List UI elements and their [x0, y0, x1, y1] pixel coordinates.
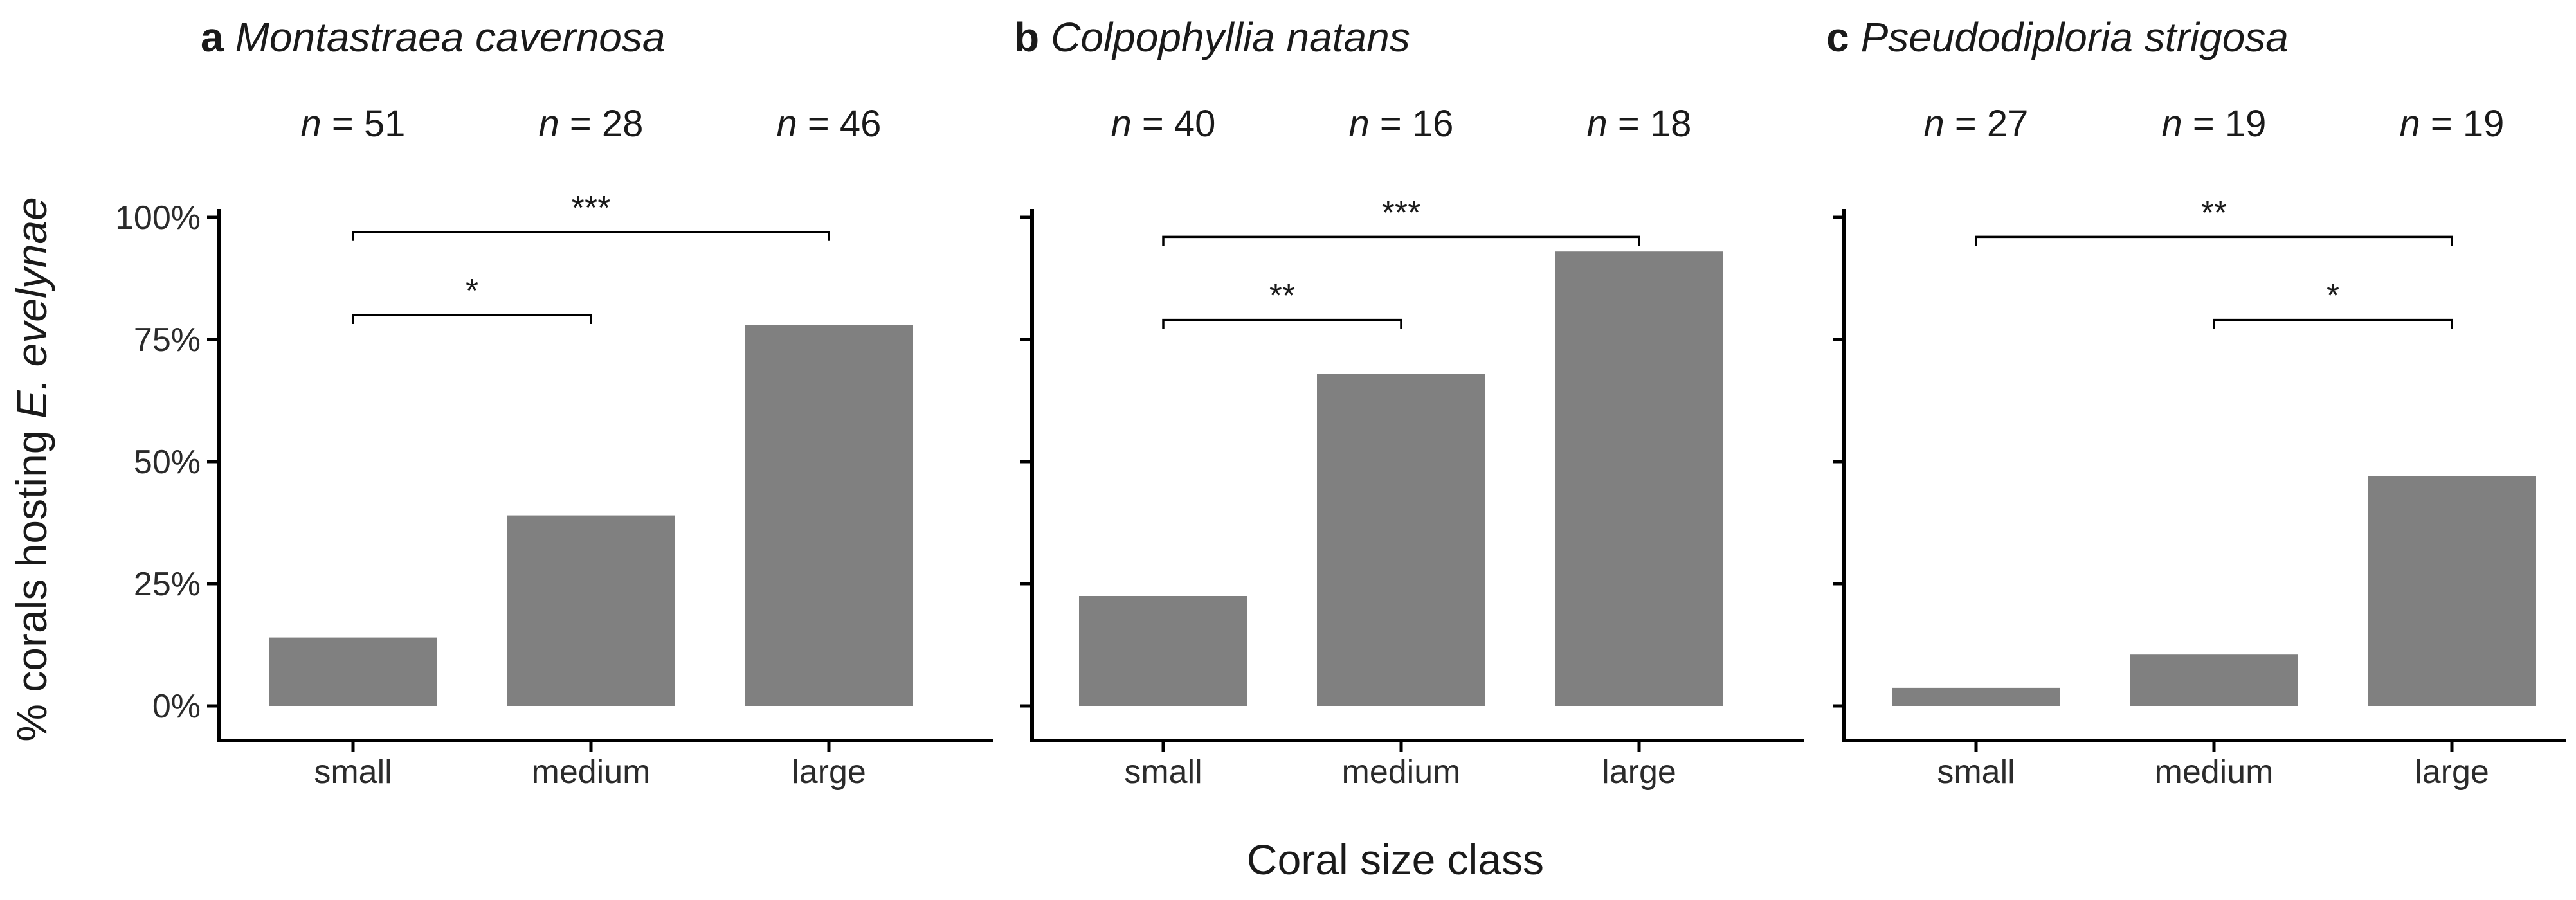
- y-tick-label: 25%: [134, 566, 201, 603]
- sample-size-n: n: [2400, 103, 2420, 145]
- significance-label: ***: [572, 190, 611, 227]
- y-tick-label: 50%: [134, 444, 201, 481]
- sample-size-n: n: [301, 103, 322, 145]
- sample-size-label: n = 19: [2400, 103, 2505, 145]
- sample-size-label: n = 16: [1349, 103, 1454, 145]
- significance-label: *: [466, 273, 478, 310]
- sample-size-n: n: [2162, 103, 2182, 145]
- sample-size-value: = 27: [1945, 103, 2029, 145]
- sample-size-n: n: [1587, 103, 1608, 145]
- significance-bracket: [352, 231, 830, 241]
- panel-letter: b: [1014, 14, 1039, 60]
- y-tick-label: 0%: [152, 688, 201, 725]
- x-tick-label: large: [792, 753, 866, 791]
- significance-bracket: [352, 314, 592, 324]
- panel-letter: a: [201, 14, 224, 60]
- sample-size-value: = 46: [797, 103, 882, 145]
- x-tick-label: small: [1937, 753, 2015, 791]
- x-tick-label: large: [1602, 753, 1676, 791]
- sample-size-value: = 40: [1132, 103, 1216, 145]
- sample-size-label: n = 40: [1111, 103, 1216, 145]
- sample-size-value: = 51: [322, 103, 406, 145]
- y-tick-label: 100%: [115, 199, 201, 237]
- sample-size-n: n: [777, 103, 797, 145]
- sample-size-value: = 28: [559, 103, 644, 145]
- bar-medium: [507, 515, 675, 706]
- sample-size-label: n = 19: [2162, 103, 2267, 145]
- significance-bracket: [2213, 318, 2453, 329]
- sample-size-n: n: [539, 103, 559, 145]
- panel-title: c Pseudodiploria strigosa: [1826, 14, 2289, 60]
- panel-letter: c: [1826, 14, 1849, 60]
- sample-size-value: = 18: [1608, 103, 1692, 145]
- y-axis-title: % corals hosting E. evelynae: [8, 197, 55, 741]
- x-tick-label: small: [1124, 753, 1202, 791]
- bar-small: [1079, 596, 1247, 706]
- bar-medium: [1317, 374, 1485, 706]
- sample-size-label: n = 46: [777, 103, 882, 145]
- x-tick-label: medium: [532, 753, 651, 791]
- bar-large: [2368, 476, 2536, 706]
- significance-label: ***: [1382, 194, 1421, 231]
- sample-size-value: = 19: [2182, 103, 2267, 145]
- x-axis-title: Coral size class: [1247, 836, 1544, 883]
- sample-size-label: n = 28: [539, 103, 644, 145]
- significance-label: *: [2327, 278, 2339, 315]
- bar-medium: [2130, 654, 2298, 706]
- significance-label: **: [2201, 194, 2227, 231]
- bar-large: [745, 325, 913, 706]
- x-tick-label: large: [2415, 753, 2489, 791]
- x-tick-label: medium: [2155, 753, 2274, 791]
- y-axis-title-prefix: % corals hosting: [8, 419, 55, 742]
- sample-size-value: = 16: [1370, 103, 1454, 145]
- sample-size-n: n: [1924, 103, 1945, 145]
- sample-size-label: n = 51: [301, 103, 406, 145]
- significance-bracket: [1162, 318, 1402, 329]
- x-tick-label: medium: [1342, 753, 1461, 791]
- sample-size-label: n = 27: [1924, 103, 2029, 145]
- bar-large: [1555, 251, 1723, 706]
- sample-size-label: n = 18: [1587, 103, 1692, 145]
- panel-species: Montastraea cavernosa: [235, 14, 666, 60]
- panel-species: Pseudodiploria strigosa: [1861, 14, 2289, 60]
- y-tick-label: 75%: [134, 321, 201, 359]
- bar-small: [269, 637, 437, 706]
- bar-small: [1892, 687, 2060, 706]
- x-tick-label: small: [314, 753, 392, 791]
- sample-size-n: n: [1349, 103, 1370, 145]
- y-axis-title-species: E. evelynae: [8, 197, 55, 419]
- panel-title: a Montastraea cavernosa: [201, 14, 665, 60]
- panel-title: b Colpophyllia natans: [1014, 14, 1410, 60]
- significance-label: **: [1269, 278, 1295, 315]
- sample-size-value: = 19: [2420, 103, 2505, 145]
- panel-species: Colpophyllia natans: [1051, 14, 1410, 60]
- sample-size-n: n: [1111, 103, 1132, 145]
- significance-bracket: [1975, 235, 2453, 246]
- significance-bracket: [1162, 235, 1640, 246]
